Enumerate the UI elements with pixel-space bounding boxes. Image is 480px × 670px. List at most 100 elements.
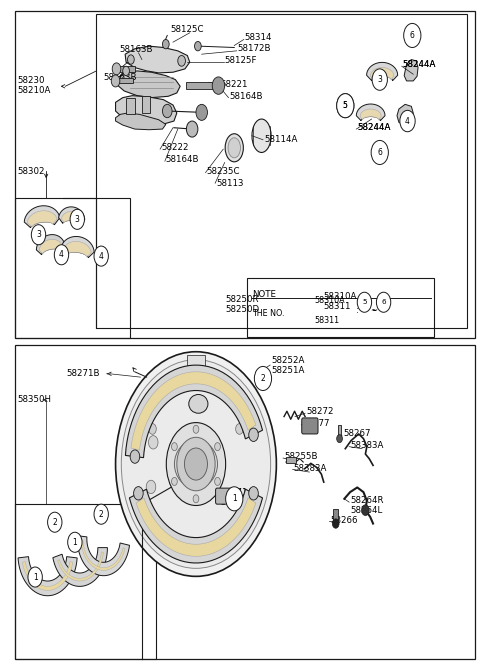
Polygon shape: [356, 104, 385, 121]
Text: 3: 3: [75, 215, 80, 224]
Text: 58125F: 58125F: [225, 56, 257, 66]
Ellipse shape: [252, 119, 271, 153]
Text: 58267: 58267: [343, 429, 371, 438]
Bar: [187, 355, 204, 369]
Text: 58302: 58302: [17, 167, 45, 176]
Text: 58314: 58314: [245, 33, 272, 42]
Circle shape: [31, 224, 46, 245]
Circle shape: [133, 486, 143, 500]
Text: 6: 6: [410, 31, 415, 40]
Text: 58235C: 58235C: [206, 167, 240, 176]
Text: 1: 1: [33, 573, 37, 582]
Circle shape: [149, 423, 156, 434]
Circle shape: [212, 77, 225, 94]
Circle shape: [28, 567, 42, 587]
Text: 58251A: 58251A: [271, 366, 304, 375]
Polygon shape: [116, 113, 166, 130]
Circle shape: [148, 436, 158, 449]
Circle shape: [193, 425, 199, 433]
Circle shape: [94, 246, 108, 266]
Text: 58250R: 58250R: [226, 295, 259, 304]
Polygon shape: [59, 207, 85, 224]
Text: 58250D: 58250D: [226, 305, 260, 314]
Circle shape: [178, 56, 185, 66]
Text: 58277: 58277: [302, 419, 330, 428]
Text: 58164B: 58164B: [229, 92, 263, 100]
Circle shape: [123, 66, 130, 76]
Circle shape: [336, 435, 342, 443]
Polygon shape: [61, 212, 82, 224]
Text: 58113: 58113: [216, 179, 243, 188]
Text: THE NO.: THE NO.: [252, 309, 285, 318]
Polygon shape: [27, 211, 57, 226]
Text: 58163B: 58163B: [104, 73, 137, 82]
Circle shape: [70, 209, 84, 229]
Text: 5: 5: [343, 101, 348, 110]
Circle shape: [186, 121, 198, 137]
Text: 58266: 58266: [330, 517, 358, 525]
Circle shape: [372, 69, 387, 90]
Bar: [15, 345, 475, 659]
Text: 58255B: 58255B: [284, 452, 318, 461]
Text: 4: 4: [99, 252, 104, 261]
Text: 5: 5: [362, 299, 367, 306]
Circle shape: [194, 42, 201, 51]
Text: 58310A: 58310A: [314, 295, 345, 305]
Circle shape: [400, 111, 415, 132]
Polygon shape: [367, 62, 398, 81]
Polygon shape: [136, 498, 256, 556]
Text: 4: 4: [405, 117, 410, 125]
Circle shape: [357, 292, 372, 312]
Bar: [337, 425, 341, 439]
Circle shape: [215, 443, 220, 451]
Polygon shape: [77, 536, 130, 576]
Ellipse shape: [174, 440, 217, 488]
Circle shape: [162, 105, 172, 118]
Text: :: :: [356, 306, 359, 315]
Text: 58264R: 58264R: [350, 496, 384, 505]
Circle shape: [184, 448, 207, 480]
Polygon shape: [23, 561, 73, 590]
Text: 6: 6: [381, 299, 386, 306]
Polygon shape: [371, 68, 394, 80]
Circle shape: [111, 75, 120, 87]
Circle shape: [371, 141, 388, 165]
Circle shape: [332, 519, 339, 528]
Circle shape: [146, 480, 156, 494]
FancyBboxPatch shape: [302, 418, 318, 434]
Circle shape: [48, 512, 62, 532]
Circle shape: [162, 40, 169, 49]
Bar: [120, 66, 135, 72]
Text: ~: ~: [370, 306, 377, 315]
Polygon shape: [61, 237, 94, 258]
Text: 58272: 58272: [306, 407, 334, 416]
Circle shape: [193, 495, 199, 502]
Circle shape: [336, 94, 354, 118]
Bar: [15, 504, 156, 659]
Text: 5: 5: [343, 101, 348, 110]
Text: 58383A: 58383A: [350, 441, 384, 450]
Polygon shape: [18, 557, 77, 596]
Bar: [247, 278, 434, 337]
Bar: [15, 11, 475, 338]
Text: 58244A: 58244A: [403, 60, 436, 69]
Text: 58163B: 58163B: [120, 45, 153, 54]
Text: 3: 3: [377, 75, 382, 84]
Polygon shape: [404, 60, 418, 81]
Circle shape: [68, 532, 82, 552]
Circle shape: [249, 486, 258, 500]
Text: 58230: 58230: [17, 76, 45, 86]
Text: 58310A: 58310A: [324, 292, 357, 302]
Circle shape: [177, 438, 215, 491]
Circle shape: [376, 292, 391, 312]
Polygon shape: [58, 552, 103, 581]
Circle shape: [336, 94, 354, 118]
Text: 58271B: 58271B: [67, 369, 100, 379]
Bar: [286, 457, 296, 464]
Polygon shape: [131, 372, 256, 450]
Circle shape: [171, 443, 177, 451]
Text: 58311: 58311: [324, 302, 351, 312]
Circle shape: [166, 423, 226, 505]
Polygon shape: [118, 71, 180, 98]
Text: 58210A: 58210A: [17, 86, 51, 95]
